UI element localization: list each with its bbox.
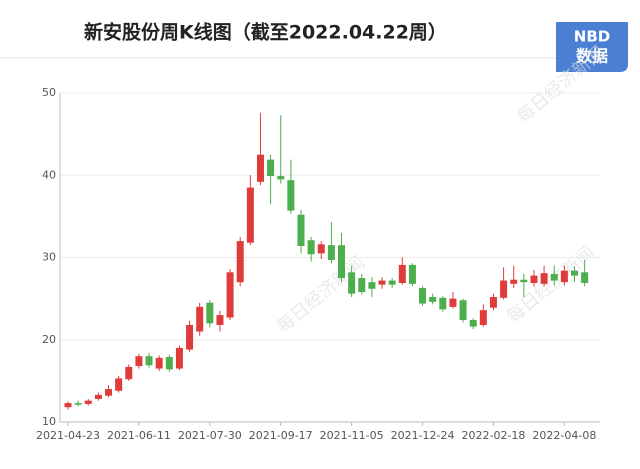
candle-body bbox=[317, 244, 325, 254]
candle-body bbox=[571, 270, 578, 276]
candle-body bbox=[267, 159, 275, 177]
candle-body bbox=[236, 241, 244, 283]
candle-body bbox=[206, 302, 214, 324]
candle-body bbox=[500, 280, 508, 298]
candle-body bbox=[520, 279, 528, 283]
candle-body bbox=[368, 282, 376, 289]
candle-body bbox=[84, 400, 92, 404]
candle-body bbox=[64, 403, 72, 408]
candle-body bbox=[287, 180, 295, 211]
candle-body bbox=[327, 245, 335, 260]
x-tick-label: 2021-09-17 bbox=[249, 429, 313, 442]
candle-body bbox=[560, 270, 568, 283]
candle-body bbox=[125, 366, 133, 380]
candle-body bbox=[530, 275, 538, 283]
candle-body bbox=[175, 347, 183, 369]
candle-body bbox=[105, 389, 113, 396]
candle-body bbox=[408, 264, 416, 284]
y-tick-label: 20 bbox=[42, 333, 56, 346]
candle-body bbox=[479, 310, 487, 325]
x-tick-label: 2021-12-24 bbox=[391, 429, 455, 442]
candle-body bbox=[155, 357, 163, 369]
candle-body bbox=[449, 298, 457, 307]
candle-body bbox=[540, 273, 548, 284]
candle-body bbox=[94, 394, 102, 399]
candle-body bbox=[135, 356, 143, 367]
candle-body bbox=[196, 306, 204, 332]
candle-body bbox=[74, 403, 82, 405]
x-tick-label: 2022-04-08 bbox=[532, 429, 596, 442]
candle-body bbox=[388, 280, 396, 285]
candle-body bbox=[216, 315, 224, 325]
candle-body bbox=[256, 154, 264, 182]
candle-body bbox=[358, 278, 366, 293]
candle-body bbox=[429, 296, 437, 302]
candle-body bbox=[550, 273, 558, 281]
chart-title: 新安股份周K线图（截至2022.04.22周） bbox=[84, 21, 447, 44]
candle-body bbox=[246, 187, 254, 243]
candle-body bbox=[469, 320, 477, 327]
x-tick-label: 2021-04-23 bbox=[36, 429, 100, 442]
candle-body bbox=[489, 296, 497, 308]
candle-body bbox=[165, 357, 173, 370]
x-tick-label: 2021-11-05 bbox=[320, 429, 384, 442]
candle-body bbox=[581, 272, 589, 283]
y-tick-label: 40 bbox=[42, 168, 56, 181]
logo: NBD 数据 bbox=[556, 22, 628, 72]
candle-body bbox=[338, 245, 346, 279]
candle-body bbox=[307, 240, 315, 255]
candle-body bbox=[439, 297, 447, 310]
candle-body bbox=[398, 264, 406, 283]
x-tick-label: 2021-07-30 bbox=[178, 429, 242, 442]
candle-body bbox=[297, 214, 305, 246]
y-tick-label: 10 bbox=[42, 415, 56, 428]
x-tick-label: 2021-06-11 bbox=[107, 429, 171, 442]
candle-body bbox=[459, 300, 467, 321]
logo-box bbox=[556, 22, 628, 72]
logo-top: NBD bbox=[574, 28, 610, 46]
candle-body bbox=[186, 324, 194, 350]
logo-bottom: 数据 bbox=[576, 47, 608, 66]
y-tick-label: 50 bbox=[42, 86, 56, 99]
candle-body bbox=[145, 356, 153, 366]
candle-body bbox=[226, 272, 234, 318]
x-tick-label: 2022-02-18 bbox=[461, 429, 525, 442]
y-tick-label: 30 bbox=[42, 251, 56, 264]
candle-body bbox=[277, 176, 285, 180]
candle-body bbox=[348, 272, 356, 294]
candle-body bbox=[419, 287, 427, 304]
candle-body bbox=[378, 280, 386, 285]
candle-body bbox=[510, 279, 518, 284]
candle-body bbox=[115, 378, 123, 391]
